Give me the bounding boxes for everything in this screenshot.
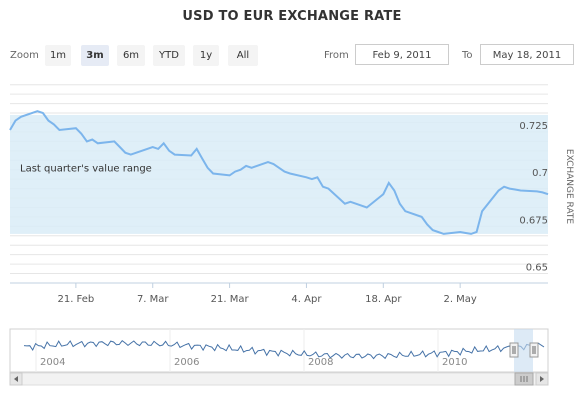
zoom-6m-button[interactable]: 6m (117, 45, 145, 66)
y-axis-ticks: 0.65 0.675 0.7 0.725 (519, 121, 548, 274)
plot-band (10, 114, 548, 234)
y-tick-label: 0.675 (519, 215, 548, 226)
scrollbar-left-arrow[interactable] (9, 372, 23, 386)
zoom-label: Zoom (10, 50, 39, 61)
zoom-3m-button[interactable]: 3m (81, 45, 109, 66)
navigator[interactable]: 2004 2006 2008 2010 (0, 325, 584, 395)
navigator-x-tick-label: 2010 (442, 357, 467, 368)
navigator-right-handle[interactable] (529, 342, 539, 358)
navigator-x-tick-label: 2006 (174, 357, 199, 368)
zoom-all-button[interactable]: All (228, 45, 258, 66)
x-tick-label: 4. Apr (291, 294, 322, 305)
scrollbar-track[interactable] (9, 372, 549, 386)
navigator-series (23, 340, 545, 360)
zoom-1y-button[interactable]: 1y (193, 45, 219, 66)
chart-title: USD TO EUR EXCHANGE RATE (182, 9, 402, 24)
x-tick-label: 21. Mar (211, 294, 250, 305)
zoom-ytd-button[interactable]: YTD (153, 45, 185, 66)
scrollbar-thumb[interactable] (514, 372, 534, 386)
x-tick-label: 2. May (443, 294, 476, 305)
x-axis-ticks: 21. Feb 7. Mar 21. Mar 4. Apr 18. Apr 2. May (57, 283, 477, 305)
y-tick-label: 0.7 (532, 168, 548, 179)
to-label: To (462, 50, 473, 61)
y-axis-title: EXCHANGE RATE (564, 149, 574, 225)
navigator-x-ticks: 2004 2006 2008 2010 (40, 357, 467, 368)
from-date-input[interactable]: Feb 9, 2011 (355, 44, 449, 65)
y-tick-label: 0.725 (519, 121, 548, 132)
navigator-left-handle[interactable] (509, 342, 519, 358)
to-date-input[interactable]: May 18, 2011 (480, 44, 574, 65)
x-tick-label: 7. Mar (137, 294, 169, 305)
zoom-1m-button[interactable]: 1m (45, 45, 71, 66)
main-chart: Last quarter's value range 21. Feb 7. Mar… (9, 84, 574, 305)
scrollbar-right-arrow[interactable] (535, 372, 549, 386)
from-label: From (324, 50, 349, 61)
navigator-selected-range[interactable] (514, 329, 533, 372)
y-tick-label: 0.65 (526, 263, 548, 274)
plot-band-label: Last quarter's value range (20, 163, 152, 174)
navigator-frame (9, 328, 549, 373)
navigator-x-tick-label: 2008 (308, 357, 333, 368)
x-tick-label: 18. Apr (365, 294, 402, 305)
navigator-x-tick-label: 2004 (40, 357, 65, 368)
x-tick-label: 21. Feb (57, 294, 94, 305)
series-line (9, 110, 549, 235)
